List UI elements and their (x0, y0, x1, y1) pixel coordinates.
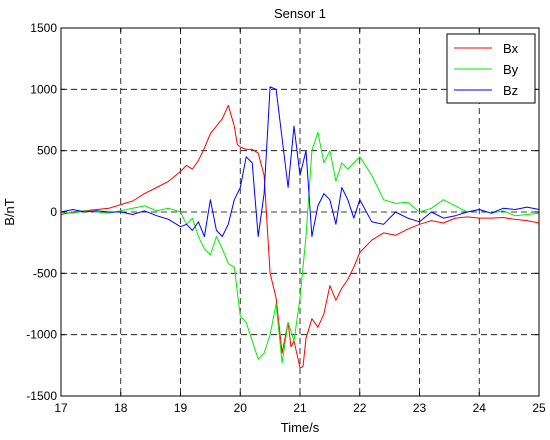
y-tick-label: 500 (37, 144, 57, 158)
x-tick-label: 22 (353, 401, 367, 415)
series-line-bz (60, 86, 540, 237)
y-tick-label: 1500 (30, 21, 57, 35)
x-tick-label: 19 (174, 401, 188, 415)
chart-title: Sensor 1 (274, 6, 326, 21)
x-tick-label: 20 (234, 401, 248, 415)
x-tick-label: 24 (473, 401, 487, 415)
x-tick-label: 18 (114, 401, 128, 415)
y-tick-label: 1000 (30, 82, 57, 96)
x-tick-label: 25 (532, 401, 546, 415)
y-axis-label: B/nT (2, 198, 17, 226)
series-line-by (60, 131, 540, 364)
legend-label-bz: Bz (503, 83, 518, 98)
x-tick-label: 21 (293, 401, 307, 415)
axis-ticks: 17 18 19 20 21 22 23 24 25 -1500 -1000 -500 0 500 1000… (26, 21, 546, 415)
series-lines (60, 86, 540, 369)
legend-items: Bx By Bz (454, 41, 519, 98)
x-tick-label: 17 (54, 401, 68, 415)
y-tick-label: -1500 (26, 389, 57, 403)
legend-label-by: By (503, 62, 519, 77)
x-axis-label: Time/s (281, 420, 320, 435)
x-tick-label: 23 (413, 401, 427, 415)
y-tick-label: -500 (33, 266, 57, 280)
legend-label-bx: Bx (503, 41, 519, 56)
y-tick-label: -1000 (26, 328, 57, 342)
legend: Bx By Bz (446, 33, 536, 104)
y-tick-label: 0 (50, 205, 57, 219)
